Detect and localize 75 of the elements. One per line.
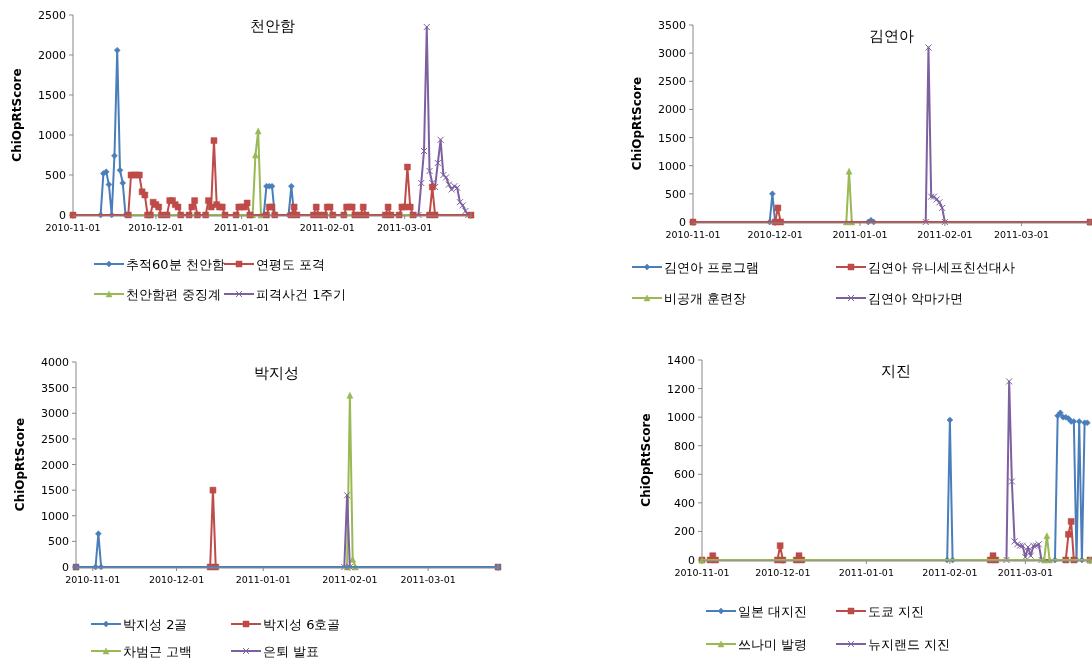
y-tick-label: 2500 <box>38 9 66 22</box>
legend-label: 김연아 프로그램 <box>664 260 760 275</box>
x-tick-label: 2011-02-01 <box>299 222 355 233</box>
y-tick-label: 2500 <box>658 75 686 89</box>
legend-label: 김연아 악마가면 <box>868 291 964 306</box>
y-axis-title: ChiOpRtScore <box>10 68 24 162</box>
legend-label: 도쿄 지진 <box>868 604 925 619</box>
x-tick-label: 2011-03-01 <box>997 567 1053 578</box>
legend-label: 차범근 고백 <box>123 644 193 659</box>
y-tick-label: 1000 <box>658 159 686 173</box>
y-tick-label: 0 <box>59 209 66 222</box>
y-tick-label: 200 <box>674 525 695 539</box>
x-tick-label: 2011-01-01 <box>832 229 888 240</box>
legend-label: 은퇴 발표 <box>263 644 320 659</box>
x-tick-label: 2011-03-01 <box>400 574 456 585</box>
y-tick-label: 2000 <box>658 103 686 117</box>
y-tick-label: 500 <box>665 187 686 201</box>
y-tick-label: 4000 <box>41 356 69 369</box>
x-tick-label: 2010-12-01 <box>128 222 184 233</box>
legend-label: 뉴지랜드 지진 <box>868 637 951 652</box>
y-tick-label: 600 <box>674 468 695 482</box>
y-tick-label: 0 <box>679 216 686 229</box>
legend-label: 추적60분 천안함 <box>126 257 225 272</box>
legend-label: 박지성 2골 <box>123 617 188 632</box>
x-tick-label: 2010-11-01 <box>674 567 730 578</box>
y-tick-label: 2000 <box>41 458 69 472</box>
x-tick-label: 2010-12-01 <box>755 567 811 578</box>
y-tick-label: 1000 <box>38 129 66 142</box>
x-tick-label: 2010-12-01 <box>149 574 205 585</box>
y-tick-label: 1000 <box>667 411 695 425</box>
y-tick-label: 1000 <box>41 509 69 523</box>
y-tick-label: 3000 <box>41 407 69 421</box>
y-tick-label: 1200 <box>667 382 695 396</box>
x-tick-label: 2011-01-01 <box>235 574 291 585</box>
chart-title: 박지성 <box>253 364 299 382</box>
chart-title: 김연아 <box>869 27 914 45</box>
y-axis-title: ChiOpRtScore <box>630 76 644 171</box>
legend-label: 천안함편 중징계 <box>126 287 222 302</box>
y-tick-label: 3500 <box>41 381 69 395</box>
x-tick-label: 2011-03-01 <box>993 229 1050 240</box>
legend-label: 피격사건 1주기 <box>256 287 347 302</box>
x-tick-label: 2010-12-01 <box>747 229 803 240</box>
y-tick-label: 2500 <box>41 432 69 446</box>
y-tick-label: 1500 <box>658 131 686 145</box>
chart-title: 천안함 <box>249 17 295 35</box>
y-tick-label: 0 <box>62 561 69 574</box>
y-axis-title: ChiOpRtScore <box>13 417 27 512</box>
y-tick-label: 2000 <box>38 49 66 62</box>
y-axis-title: ChiOpRtScore <box>639 413 653 507</box>
y-tick-label: 500 <box>45 169 66 182</box>
x-tick-label: 2011-02-01 <box>922 567 978 578</box>
legend-label: 박지성 6호골 <box>263 617 341 632</box>
legend-label: 김연아 유니세프친선대사 <box>868 260 1016 275</box>
legend-label: 일본 대지진 <box>738 604 808 619</box>
x-tick-label: 2011-03-01 <box>377 222 433 233</box>
y-tick-label: 1500 <box>38 89 66 102</box>
legend-label: 연평도 포격 <box>256 257 326 272</box>
y-tick-label: 3000 <box>658 47 686 61</box>
chart-title: 지진 <box>881 362 911 380</box>
y-tick-label: 800 <box>674 439 695 453</box>
x-tick-label: 2010-11-01 <box>45 222 101 233</box>
x-tick-label: 2011-02-01 <box>917 229 973 240</box>
y-tick-label: 1500 <box>41 484 69 498</box>
x-tick-label: 2010-11-01 <box>65 574 121 585</box>
x-tick-label: 2010-11-01 <box>665 229 721 240</box>
y-tick-label: 500 <box>48 535 69 549</box>
y-tick-label: 1400 <box>667 354 695 367</box>
y-tick-label: 400 <box>674 496 695 510</box>
y-tick-label: 3500 <box>658 19 686 32</box>
x-tick-label: 2011-02-01 <box>322 574 378 585</box>
legend-label: 비공개 훈련장 <box>664 291 747 306</box>
legend-label: 쓰나미 발령 <box>738 637 808 652</box>
x-tick-label: 2011-01-01 <box>213 222 270 233</box>
y-tick-label: 0 <box>688 554 695 567</box>
x-tick-label: 2011-01-01 <box>838 567 894 578</box>
